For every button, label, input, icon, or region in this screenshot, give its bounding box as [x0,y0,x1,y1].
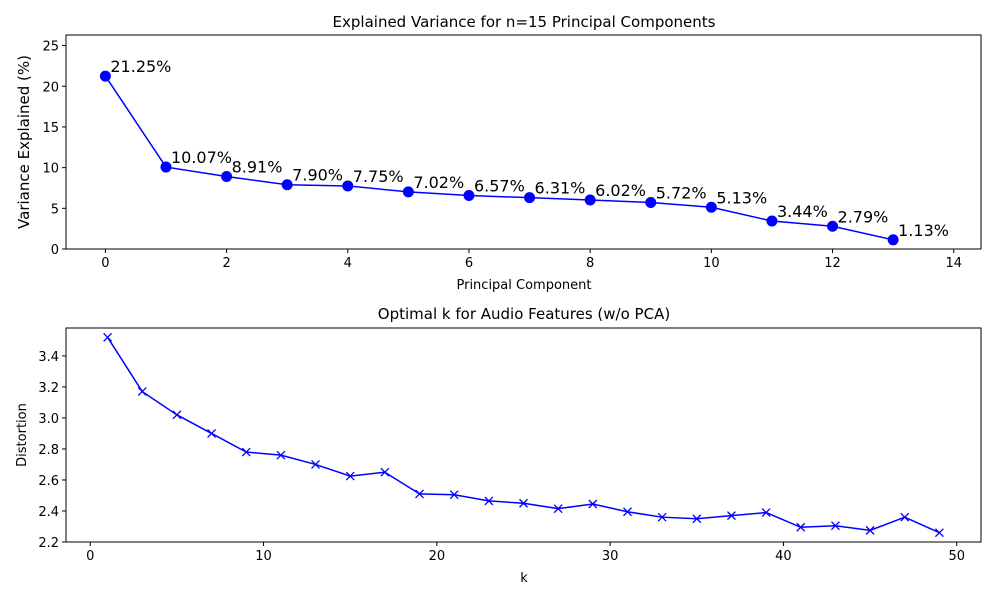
chart-1-y-tick-label: 20 [42,80,59,95]
chart-2-x-tick-label: 20 [429,549,446,564]
chart-1-data-point [645,196,657,208]
chart-2-data-point [623,507,632,517]
chart-1-data-label: 2.79% [838,207,889,226]
chart-1-title: Explained Variance for n=15 Principal Co… [333,13,716,31]
chart-2-data-point [830,521,840,531]
chart-1-data-point [887,234,899,246]
chart-2-data-point [692,514,702,524]
chart-2-data-point [934,528,944,538]
chart-1-data-point [524,192,536,204]
chart-1-data-point [463,190,475,202]
chart-1-x-tick-label: 2 [222,256,230,271]
chart-1-data-label: 6.31% [535,179,586,198]
chart-1-data-label: 7.90% [292,166,343,185]
chart-2-x-axis-label: k [520,571,528,586]
chart-2-data-point [761,508,771,517]
chart-1-ticks: 0 2 4 6 8 10 12 14 0 5 10 15 20 25 [42,40,962,271]
chart-1-data-label: 6.57% [474,177,525,196]
chart-2-data-point [796,522,806,532]
chart-2-title: Optimal k for Audio Features (w/o PCA) [378,305,670,323]
chart-1-data-label: 6.02% [595,181,646,200]
chart-1-data-label: 1.13% [898,221,949,240]
chart-1-marks: 21.25% 10.07% 8.91% 7.90% 7.75% 7.02% 6.57% 6.3… [99,57,949,246]
chart-1-x-tick-label: 8 [586,256,594,271]
chart-1-x-tick-label: 0 [101,256,109,271]
chart-2-data-point [380,467,390,477]
chart-1-data-point [281,179,293,191]
chart-2-data-point [865,525,875,535]
chart-2-data-point [207,428,217,438]
chart-2-y-tick-label: 2.4 [38,505,59,520]
chart-1-data-point [221,171,233,183]
chart-2: Optimal k for Audio Features (w/o PCA) D… [15,305,982,586]
chart-2-x-tick-label: 40 [775,549,792,564]
chart-2-y-axis-label: Distortion [15,403,30,467]
chart-2-x-tick-label: 0 [86,549,94,564]
chart-1-data-label: 21.25% [110,57,171,76]
chart-1-data-label: 8.91% [232,158,283,177]
chart-1-x-tick-label: 14 [945,256,962,271]
chart-1-data-point [705,201,717,213]
chart-2-data-point [103,332,113,342]
chart-1-data-label: 5.72% [656,183,707,202]
chart-2-y-tick-label: 2.6 [38,474,59,489]
chart-2-y-tick-label: 2.8 [38,443,59,458]
chart-1-data-label: 7.02% [413,173,464,192]
chart-2-data-point [137,387,147,397]
chart-1-data-point [160,161,172,173]
chart-1-y-tick-label: 0 [51,243,59,258]
chart-2-data-point [519,498,528,508]
chart-1-data-label: 3.44% [777,202,828,221]
chart-1-y-axis-label: Variance Explained (%) [15,55,33,229]
chart-1-data-point [827,220,839,232]
chart-2-data-point [415,489,424,499]
chart-2-data-point [311,460,321,469]
chart-1-y-tick-label: 15 [42,121,59,136]
chart-2-marks [103,332,944,538]
chart-1-x-axis-label: Principal Component [456,278,591,293]
chart-2-axes-frame [65,327,982,543]
chart-2-data-point [657,512,667,522]
chart-2-data-point [241,447,251,457]
chart-1-y-tick-label: 10 [42,162,59,177]
chart-2-y-tick-label: 3.0 [38,412,59,427]
chart-2-y-tick-label: 3.4 [38,350,59,365]
chart-1-series-line [104,75,894,241]
chart-1-y-tick-label: 5 [51,202,59,217]
chart-1-data-point [342,180,354,192]
chart-2-x-tick-label: 30 [602,549,619,564]
chart-2-data-point [276,450,286,460]
chart-1-data-point [766,215,778,227]
chart-2-data-point [588,499,598,509]
chart-1-data-point [584,194,596,206]
chart-2-x-tick-label: 10 [255,549,272,564]
chart-2-y-tick-label: 3.2 [38,381,59,396]
chart-2-data-point [553,504,563,514]
chart-1-data-label: 7.75% [353,167,404,186]
chart-2-data-point [726,511,736,521]
chart-2-data-point [345,471,355,481]
chart-1-x-tick-label: 6 [465,256,473,271]
chart-2-data-point [484,496,494,506]
chart-2-ticks: 0 10 20 30 40 50 2.2 2.4 2.6 2.8 3.0 3.2 3.4 [38,350,965,564]
chart-1-data-label: 5.13% [716,188,767,207]
chart-1-data-point [402,186,414,198]
chart-1-data-label: 10.07% [171,148,232,167]
chart-1-x-tick-label: 4 [344,256,352,271]
chart-2-y-tick-label: 2.2 [38,536,59,551]
chart-2-data-point [449,490,459,500]
chart-1-x-tick-label: 10 [703,256,720,271]
chart-1-y-tick-label: 25 [42,40,59,55]
chart-2-data-point [172,410,182,420]
chart-1: Explained Variance for n=15 Principal Co… [15,13,982,293]
chart-2-x-tick-label: 50 [948,549,965,564]
chart-1-axes-frame [65,34,982,250]
chart-2-data-point [900,512,910,522]
chart-1-x-tick-label: 12 [824,256,841,271]
chart-1-data-point [99,70,111,82]
